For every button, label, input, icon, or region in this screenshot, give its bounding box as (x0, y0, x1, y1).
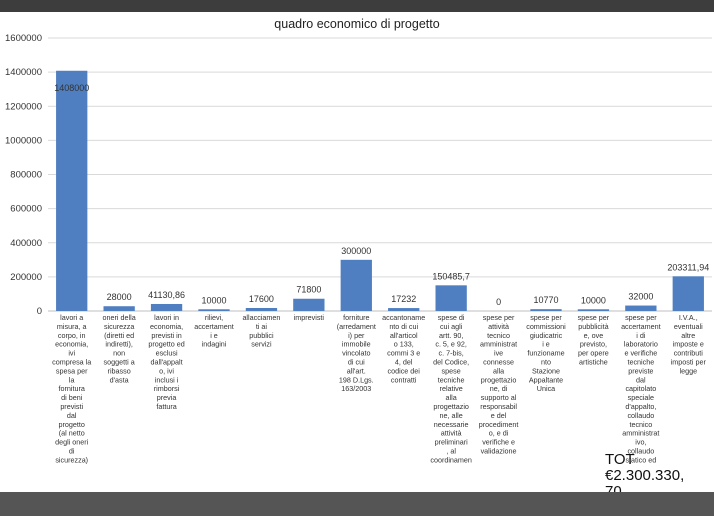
category-label: lavori in economia, previsti in progetto ed… (148, 313, 184, 411)
data-label: 10770 (533, 295, 558, 305)
category-label: spese per attività tecnico amministrat ive co… (479, 313, 519, 456)
bar (577, 309, 610, 311)
data-label: 17232 (391, 294, 416, 304)
data-label: 28000 (107, 292, 132, 302)
y-tick-label: 800000 (10, 170, 42, 181)
data-label: 0 (496, 297, 501, 307)
data-label: 10000 (201, 295, 226, 305)
data-label: 17600 (249, 294, 274, 304)
bar (150, 303, 183, 311)
bar (293, 298, 325, 311)
chart-title: quadro economico di progetto (274, 17, 440, 31)
y-tick-label: 1200000 (5, 101, 42, 112)
category-label: imprevisti (294, 313, 325, 322)
bar (672, 276, 704, 311)
data-label: 41130,86 (148, 290, 185, 300)
y-tick-label: 0 (37, 306, 42, 317)
bar (340, 259, 372, 311)
y-tick-label: 1400000 (5, 67, 42, 78)
top-frame-bar (0, 0, 714, 12)
y-tick-label: 600000 (10, 204, 42, 215)
category-label: oneri della sicurezza (diretti ed indiretti… (103, 313, 136, 384)
bar (103, 306, 135, 311)
category-label: accantoname nto di cui all'articol o 133, co… (382, 313, 425, 384)
data-label: 71800 (296, 285, 321, 295)
bar (530, 309, 562, 311)
category-label: rilievi, accertament i e indagini (194, 313, 234, 349)
category-label: spese di cui agli artt. 90, c. 5, e 92, c. 7… (430, 313, 472, 464)
data-label: 300000 (341, 246, 371, 256)
category-label: allacciamen ti ai pubblici servizi (242, 313, 280, 349)
y-tick-label: 400000 (10, 238, 42, 249)
category-label: I.V.A., eventuali altre imposte e contributi… (671, 313, 707, 375)
bar (388, 308, 420, 311)
bar-chart: 0 200000 400000 600000 800000 1000000 1200000 1… (5, 33, 712, 464)
data-label: 10000 (581, 295, 606, 305)
bar (245, 307, 278, 311)
category-label: spese per pubblicità e, ove previsto, per op… (578, 313, 610, 367)
bar (198, 309, 230, 311)
bar (625, 305, 657, 311)
y-tick-label: 200000 (10, 272, 42, 283)
data-label: 1408000 (54, 83, 89, 93)
bottom-frame-bar (0, 492, 714, 516)
category-label: forniture (arredament i) per immobile vincol… (337, 313, 376, 393)
category-label: spese per accertament i di laboratorio e ver… (621, 313, 661, 464)
category-label: spese per commissioni giudicatric i e funzio… (526, 313, 566, 393)
y-tick-label: 1600000 (5, 33, 42, 44)
bar (56, 70, 88, 311)
y-tick-label: 1000000 (5, 135, 42, 146)
total-annotation: TOT €2.300.330, 70 (605, 452, 685, 492)
data-label: 32000 (628, 292, 653, 302)
data-label: 150485,7 (432, 271, 470, 281)
data-label: 203311,94 (667, 262, 709, 272)
category-label: lavori a misura, a corpo, in economia, ivi co… (52, 313, 91, 464)
bar (435, 285, 467, 311)
